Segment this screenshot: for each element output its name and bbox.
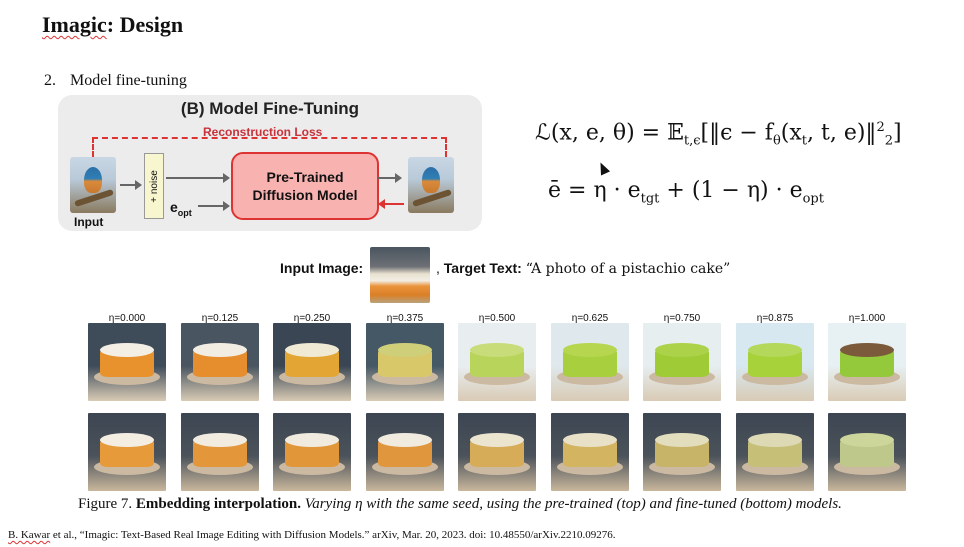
eta-label: η=1.000 — [848, 313, 886, 324]
eta-label: η=0.750 — [663, 313, 701, 324]
output-bird-image — [408, 157, 454, 213]
eta-label: η=0.000 — [108, 313, 146, 324]
arrow-icon — [166, 173, 230, 183]
input-label: Input — [74, 215, 104, 229]
model-line2: Diffusion Model — [252, 187, 358, 203]
mouse-cursor-icon — [595, 160, 611, 176]
red-arrow-icon — [378, 199, 404, 209]
loss-equation: ℒ(x, e, θ) = 𝔼t,ϵ[‖ϵ − fθ(xt, t, e)‖22] — [535, 120, 902, 149]
e-opt-label: eopt — [170, 199, 192, 218]
finetuned-result-image — [366, 413, 444, 491]
list-number: 2. — [44, 72, 56, 89]
target-text-value: “A photo of a pistachio cake” — [525, 261, 731, 277]
input-cake-image — [370, 247, 430, 303]
arrow-icon — [378, 173, 402, 183]
pretrained-result-image — [736, 323, 814, 401]
finetuned-result-image — [643, 413, 721, 491]
eta-label: η=0.125 — [201, 313, 239, 324]
finetuned-result-image — [736, 413, 814, 491]
reference: B. Kawar et al., “Imagic: Text-Based Rea… — [8, 529, 615, 541]
title-rest: Design — [119, 12, 184, 37]
target-text-line: , Target Text: “A photo of a pistachio c… — [436, 260, 730, 277]
model-line1: Pre-Trained — [266, 169, 344, 185]
pretrained-result-image — [458, 323, 536, 401]
reconstruction-loss-label: Reconstruction Loss — [203, 125, 323, 139]
eta-label: η=0.875 — [756, 313, 794, 324]
loss-dashed-left — [92, 137, 94, 157]
pretrained-result-image — [643, 323, 721, 401]
arrow-icon — [120, 180, 142, 190]
reference-author: B. Kawar — [8, 529, 51, 541]
reference-rest: et al., “Imagic: Text-Based Real Image E… — [50, 529, 616, 541]
pretrained-result-image — [273, 323, 351, 401]
finetuned-result-image — [551, 413, 629, 491]
slide-title: Imagic: Design — [42, 12, 183, 38]
list-text: Model fine-tuning — [70, 72, 187, 89]
diffusion-model-box: Pre-Trained Diffusion Model — [231, 152, 379, 220]
loss-dashed-line — [92, 137, 447, 139]
interpolation-equation: ē = η · etgt + (1 − η) · eopt — [548, 178, 824, 207]
noise-label: + noise — [148, 169, 160, 203]
finetuned-result-image — [88, 413, 166, 491]
figure-caption: Figure 7. Embedding interpolation. Varyi… — [78, 496, 842, 512]
noise-box: + noise — [144, 153, 164, 219]
eta-label: η=0.250 — [293, 313, 331, 324]
arrow-icon — [198, 201, 230, 211]
input-bird-image — [70, 157, 116, 213]
title-separator: : — [106, 12, 120, 37]
target-text-label: Target Text: — [443, 260, 522, 276]
eta-label: η=0.375 — [386, 313, 424, 324]
pretrained-result-image — [88, 323, 166, 401]
input-image-label: Input Image: — [280, 260, 364, 276]
comma: , — [436, 260, 440, 276]
pretrained-result-image — [181, 323, 259, 401]
finetuned-result-image — [273, 413, 351, 491]
pretrained-result-image — [366, 323, 444, 401]
pretrained-result-image — [551, 323, 629, 401]
loss-dashed-right — [445, 137, 447, 157]
diagram-title: (B) Model Fine-Tuning — [180, 99, 360, 118]
fine-tuning-diagram: (B) Model Fine-Tuning Reconstruction Los… — [58, 95, 482, 231]
title-brand: Imagic — [42, 12, 107, 37]
list-item: 2. Model fine-tuning — [44, 72, 187, 90]
eta-label: η=0.625 — [571, 313, 609, 324]
finetuned-result-image — [181, 413, 259, 491]
pretrained-result-image — [828, 323, 906, 401]
finetuned-result-image — [458, 413, 536, 491]
eta-label: η=0.500 — [478, 313, 516, 324]
finetuned-result-image — [828, 413, 906, 491]
